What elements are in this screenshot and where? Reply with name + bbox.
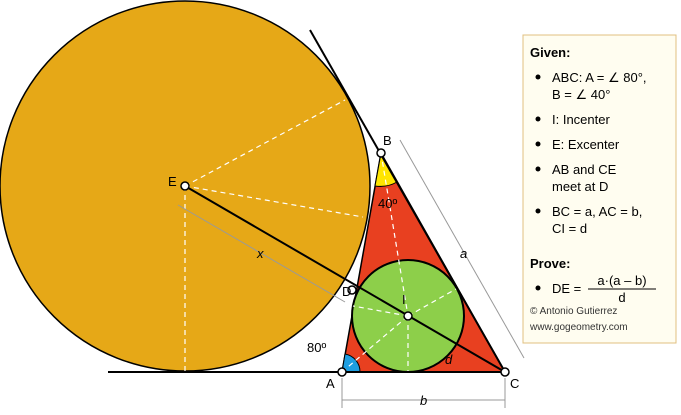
given-item: CI = d (552, 221, 587, 236)
prove-numerator: a·(a – b) (597, 273, 646, 288)
label-a-side: a (460, 246, 467, 261)
label-c: C (510, 376, 519, 391)
label-i: I (402, 292, 406, 307)
prove-lhs: DE = (552, 281, 581, 296)
credit: www.gogeometry.com (529, 322, 628, 333)
bullet (535, 166, 541, 172)
label-b: B (383, 133, 392, 148)
tangent-line (309, 29, 506, 373)
dimension-lines (177, 139, 525, 408)
given-item: B = ∠ 40° (552, 87, 610, 102)
given-item: E: Excenter (552, 137, 620, 152)
line-ec (184, 185, 506, 373)
bullet (535, 141, 541, 147)
given-item: BC = a, AC = b, (552, 204, 642, 219)
prove-denominator: d (618, 290, 625, 305)
info-panel: Given: ABC: A = ∠ 80°, B = ∠ 40° I: Incent… (522, 34, 677, 344)
label-b-side: b (420, 393, 427, 408)
given-item: meet at D (552, 179, 608, 194)
label-e: E (168, 174, 177, 189)
given-item: ABC: A = ∠ 80°, (552, 70, 647, 85)
label-d: D (342, 284, 351, 299)
bullet (535, 74, 541, 80)
bullet (535, 116, 541, 122)
angle-b-label: 40º (378, 196, 397, 211)
label-d-side: d (445, 352, 453, 367)
label-a: A (326, 376, 335, 391)
given-item: AB and CE (552, 162, 617, 177)
prove-title: Prove: (530, 256, 570, 271)
construction-lines (184, 99, 457, 373)
credit: © Antonio Gutierrez (530, 306, 617, 317)
label-x: x (256, 246, 264, 261)
angle-a-label: 80º (307, 340, 326, 355)
vertices (180, 148, 510, 377)
panel-box (522, 34, 677, 344)
bullet (535, 208, 541, 214)
given-title: Given: (530, 45, 570, 60)
given-item: I: Incenter (552, 112, 610, 127)
bullet (535, 285, 541, 291)
